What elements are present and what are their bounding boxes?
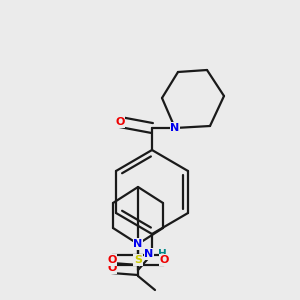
Text: O: O: [107, 263, 117, 273]
Text: O: O: [159, 255, 169, 265]
Text: H: H: [158, 249, 166, 259]
Text: N: N: [144, 249, 154, 259]
Text: S: S: [134, 255, 142, 265]
Text: O: O: [107, 255, 117, 265]
Text: O: O: [115, 117, 125, 127]
Text: N: N: [170, 123, 180, 133]
Text: N: N: [134, 239, 142, 249]
